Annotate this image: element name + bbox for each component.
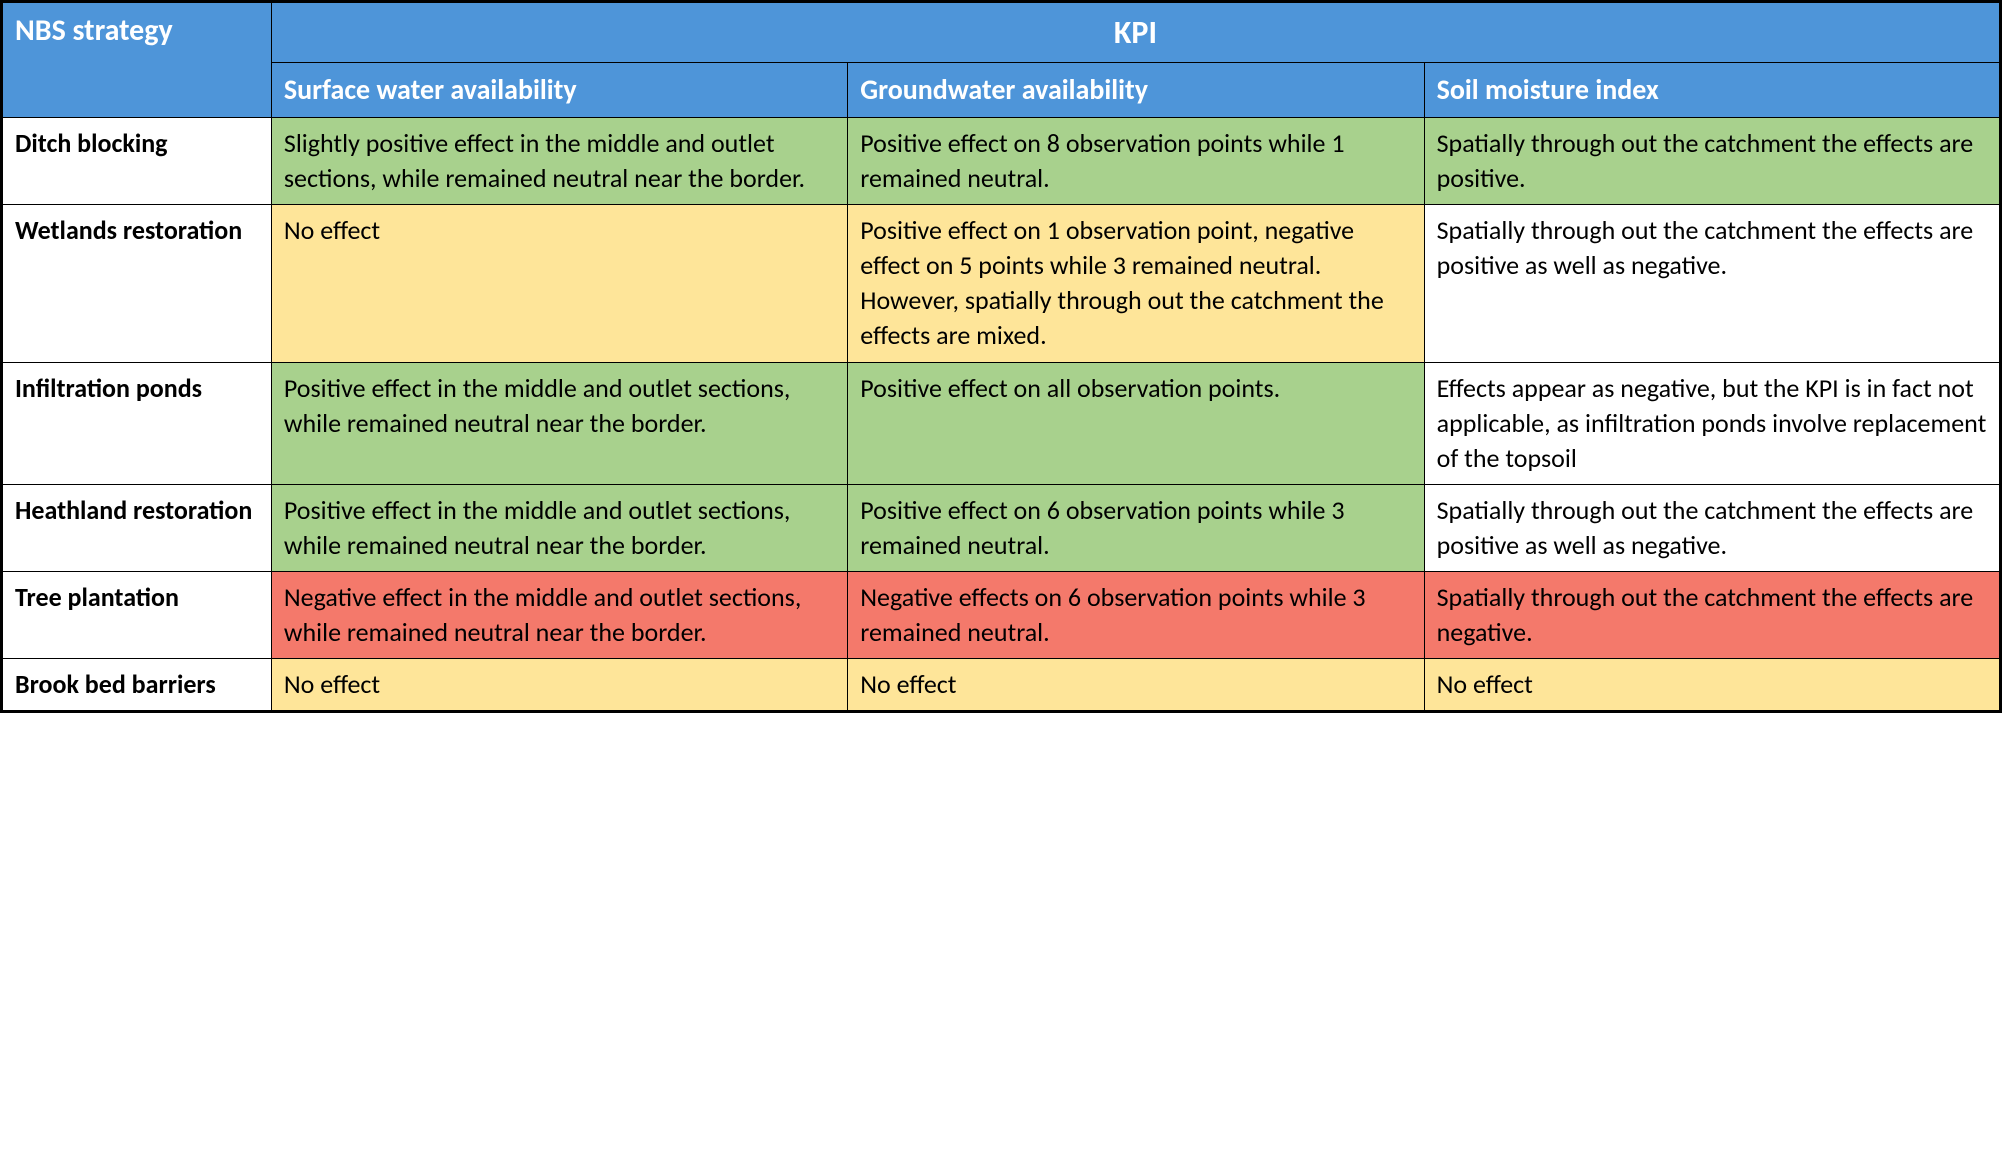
kpi-cell: Positive effect in the middle and outlet…: [271, 362, 847, 484]
header-soil-moisture: Soil moisture index: [1424, 63, 2000, 118]
strategy-cell: Infiltration ponds: [2, 362, 272, 484]
kpi-cell: Positive effect on 8 observation points …: [848, 117, 1424, 204]
kpi-cell: Positive effect in the middle and outlet…: [271, 484, 847, 571]
kpi-cell: Spatially through out the catchment the …: [1424, 205, 2000, 362]
header-nbs-strategy: NBS strategy: [2, 2, 272, 118]
header-surface-water: Surface water availability: [271, 63, 847, 118]
kpi-cell: Positive effect on 1 observation point, …: [848, 205, 1424, 362]
kpi-cell: No effect: [271, 205, 847, 362]
kpi-cell: Negative effects on 6 observation points…: [848, 572, 1424, 659]
kpi-cell: Slightly positive effect in the middle a…: [271, 117, 847, 204]
kpi-cell: Positive effect on all observation point…: [848, 362, 1424, 484]
kpi-cell: No effect: [1424, 659, 2000, 712]
kpi-cell: Effects appear as negative, but the KPI …: [1424, 362, 2000, 484]
kpi-cell: No effect: [271, 659, 847, 712]
kpi-cell: Positive effect on 6 observation points …: [848, 484, 1424, 571]
table-row: Wetlands restoration No effect Positive …: [2, 205, 2001, 362]
table-row: Tree plantation Negative effect in the m…: [2, 572, 2001, 659]
strategy-cell: Heathland restoration: [2, 484, 272, 571]
strategy-cell: Ditch blocking: [2, 117, 272, 204]
table-row: Brook bed barriers No effect No effect N…: [2, 659, 2001, 712]
kpi-cell: Spatially through out the catchment the …: [1424, 572, 2000, 659]
nbs-kpi-table-wrapper: NBS strategy KPI Surface water availabil…: [0, 0, 2002, 713]
table-header: NBS strategy KPI Surface water availabil…: [2, 2, 2001, 118]
header-kpi: KPI: [271, 2, 2000, 63]
header-groundwater: Groundwater availability: [848, 63, 1424, 118]
kpi-cell: Spatially through out the catchment the …: [1424, 484, 2000, 571]
strategy-cell: Brook bed barriers: [2, 659, 272, 712]
table-row: Infiltration ponds Positive effect in th…: [2, 362, 2001, 484]
strategy-cell: Tree plantation: [2, 572, 272, 659]
kpi-cell: Spatially through out the catchment the …: [1424, 117, 2000, 204]
strategy-cell: Wetlands restoration: [2, 205, 272, 362]
kpi-cell: No effect: [848, 659, 1424, 712]
table-row: Heathland restoration Positive effect in…: [2, 484, 2001, 571]
kpi-cell: Negative effect in the middle and outlet…: [271, 572, 847, 659]
table-body: Ditch blocking Slightly positive effect …: [2, 117, 2001, 711]
nbs-kpi-table: NBS strategy KPI Surface water availabil…: [0, 0, 2002, 713]
table-row: Ditch blocking Slightly positive effect …: [2, 117, 2001, 204]
